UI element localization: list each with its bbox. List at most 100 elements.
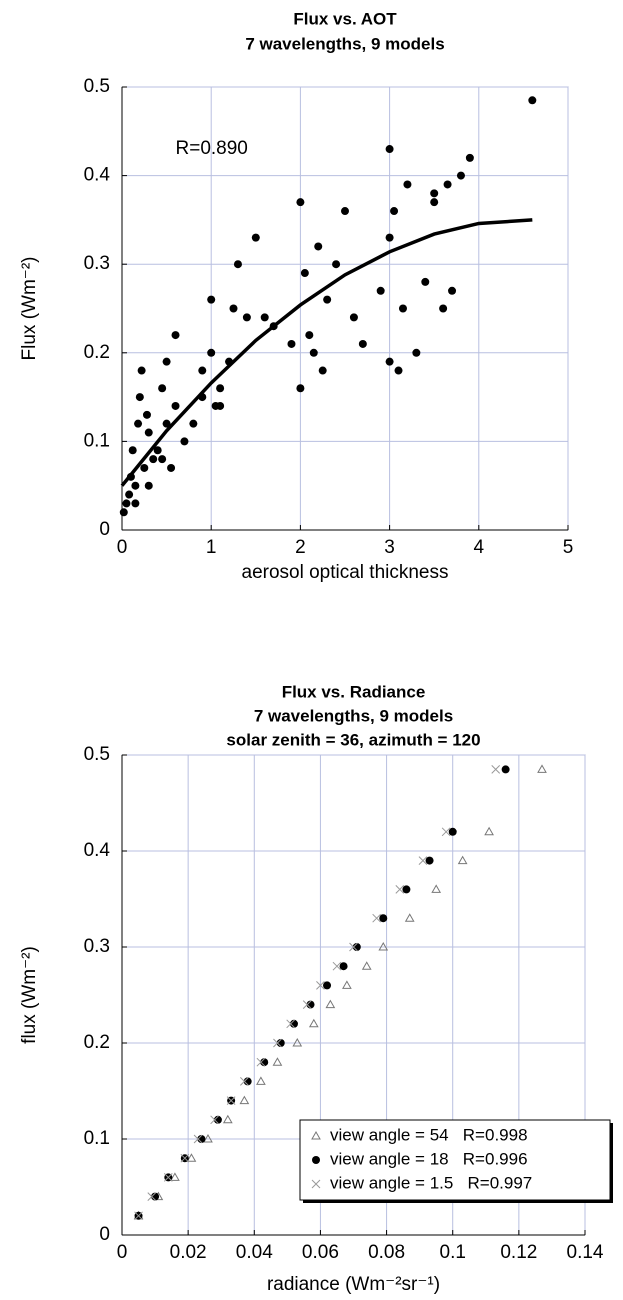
point: [171, 331, 180, 340]
point: [131, 481, 140, 490]
point: [358, 339, 367, 348]
point: [332, 260, 341, 269]
chart-title: Flux vs. AOT: [293, 9, 397, 28]
point: [216, 401, 225, 410]
x-tick-label: 0.08: [368, 1242, 405, 1263]
point: [491, 765, 501, 774]
y-tick-label: 0.4: [84, 840, 111, 861]
legend: [299, 1119, 611, 1201]
point: [144, 481, 153, 490]
point: [412, 348, 421, 357]
point: [342, 980, 352, 989]
x-tick-label: 0: [117, 537, 128, 558]
point: [239, 1095, 250, 1105]
point: [379, 914, 388, 923]
point: [528, 96, 537, 105]
point: [403, 180, 412, 189]
y-tick-label: 0.1: [84, 1128, 110, 1149]
point: [207, 348, 216, 357]
point: [302, 1000, 312, 1009]
point: [193, 1134, 203, 1144]
point: [501, 765, 510, 774]
point: [537, 764, 547, 773]
point: [158, 384, 167, 393]
point: [131, 499, 140, 508]
point: [153, 446, 162, 455]
point: [309, 348, 318, 357]
point: [398, 304, 407, 313]
plot-area: [121, 86, 569, 531]
point: [332, 961, 342, 971]
point: [390, 207, 399, 216]
y-tick-label: 0.4: [84, 165, 111, 186]
legend-label: view angle = 18 R=0.996: [330, 1149, 528, 1168]
point: [316, 981, 325, 990]
y-axis-label: flux (Wm⁻²): [19, 946, 40, 1044]
x-tick-label: 0: [117, 1242, 128, 1263]
point: [394, 366, 403, 375]
point: [272, 1057, 283, 1066]
point: [300, 269, 309, 278]
x-tick-label: 0.04: [236, 1242, 273, 1263]
y-tick-label: 0.1: [84, 430, 110, 451]
point: [122, 499, 131, 508]
chart-subtitle: solar zenith = 36, azimuth = 120: [226, 730, 480, 749]
point: [273, 1038, 282, 1048]
point: [125, 490, 134, 499]
point: [372, 913, 382, 923]
y-tick-label: 0.3: [84, 936, 110, 957]
point: [314, 242, 323, 251]
point: [242, 313, 251, 322]
point: [296, 384, 305, 393]
point: [222, 1114, 233, 1124]
point: [216, 384, 225, 393]
point: [134, 419, 143, 428]
x-tick-label: 0.06: [302, 1242, 339, 1263]
point: [144, 428, 153, 437]
point: [233, 260, 242, 269]
legend-marker: [312, 1156, 320, 1164]
x-tick-label: 1: [206, 537, 217, 558]
x-tick-label: 0.12: [500, 1242, 537, 1263]
legend-label: view angle = 1.5 R=0.997: [330, 1173, 532, 1192]
point: [439, 304, 448, 313]
point: [385, 145, 394, 154]
point: [318, 366, 327, 375]
point: [256, 1076, 266, 1085]
y-tick-label: 0.2: [84, 1032, 110, 1053]
y-tick-label: 0.5: [84, 744, 110, 765]
point: [170, 1172, 180, 1181]
point: [198, 366, 207, 375]
x-tick-label: 0.14: [567, 1242, 604, 1263]
point: [430, 189, 439, 198]
point: [137, 366, 146, 375]
y-tick-label: 0: [99, 519, 110, 540]
annotation: R=0.890: [176, 138, 248, 159]
x-tick-label: 4: [474, 537, 485, 558]
x-tick-label: 2: [295, 537, 306, 558]
point: [240, 1077, 249, 1086]
point: [207, 295, 216, 304]
point: [349, 313, 358, 322]
point: [421, 277, 430, 286]
point: [180, 437, 189, 446]
point: [404, 913, 415, 922]
point: [210, 1115, 219, 1125]
point: [292, 1037, 303, 1047]
point: [308, 1018, 319, 1028]
point: [448, 827, 457, 836]
point: [203, 1133, 213, 1143]
point: [162, 419, 171, 428]
y-tick-label: 0: [99, 1224, 110, 1245]
chart-subtitle: 7 wavelengths, 9 models: [245, 34, 444, 53]
point: [260, 313, 269, 322]
point: [441, 827, 451, 837]
point: [323, 981, 332, 990]
point: [484, 826, 494, 836]
point: [323, 295, 332, 304]
point: [385, 357, 394, 366]
x-axis-label: radiance (Wm⁻²sr⁻¹): [267, 1274, 440, 1295]
point: [186, 1153, 197, 1162]
point: [385, 233, 394, 242]
